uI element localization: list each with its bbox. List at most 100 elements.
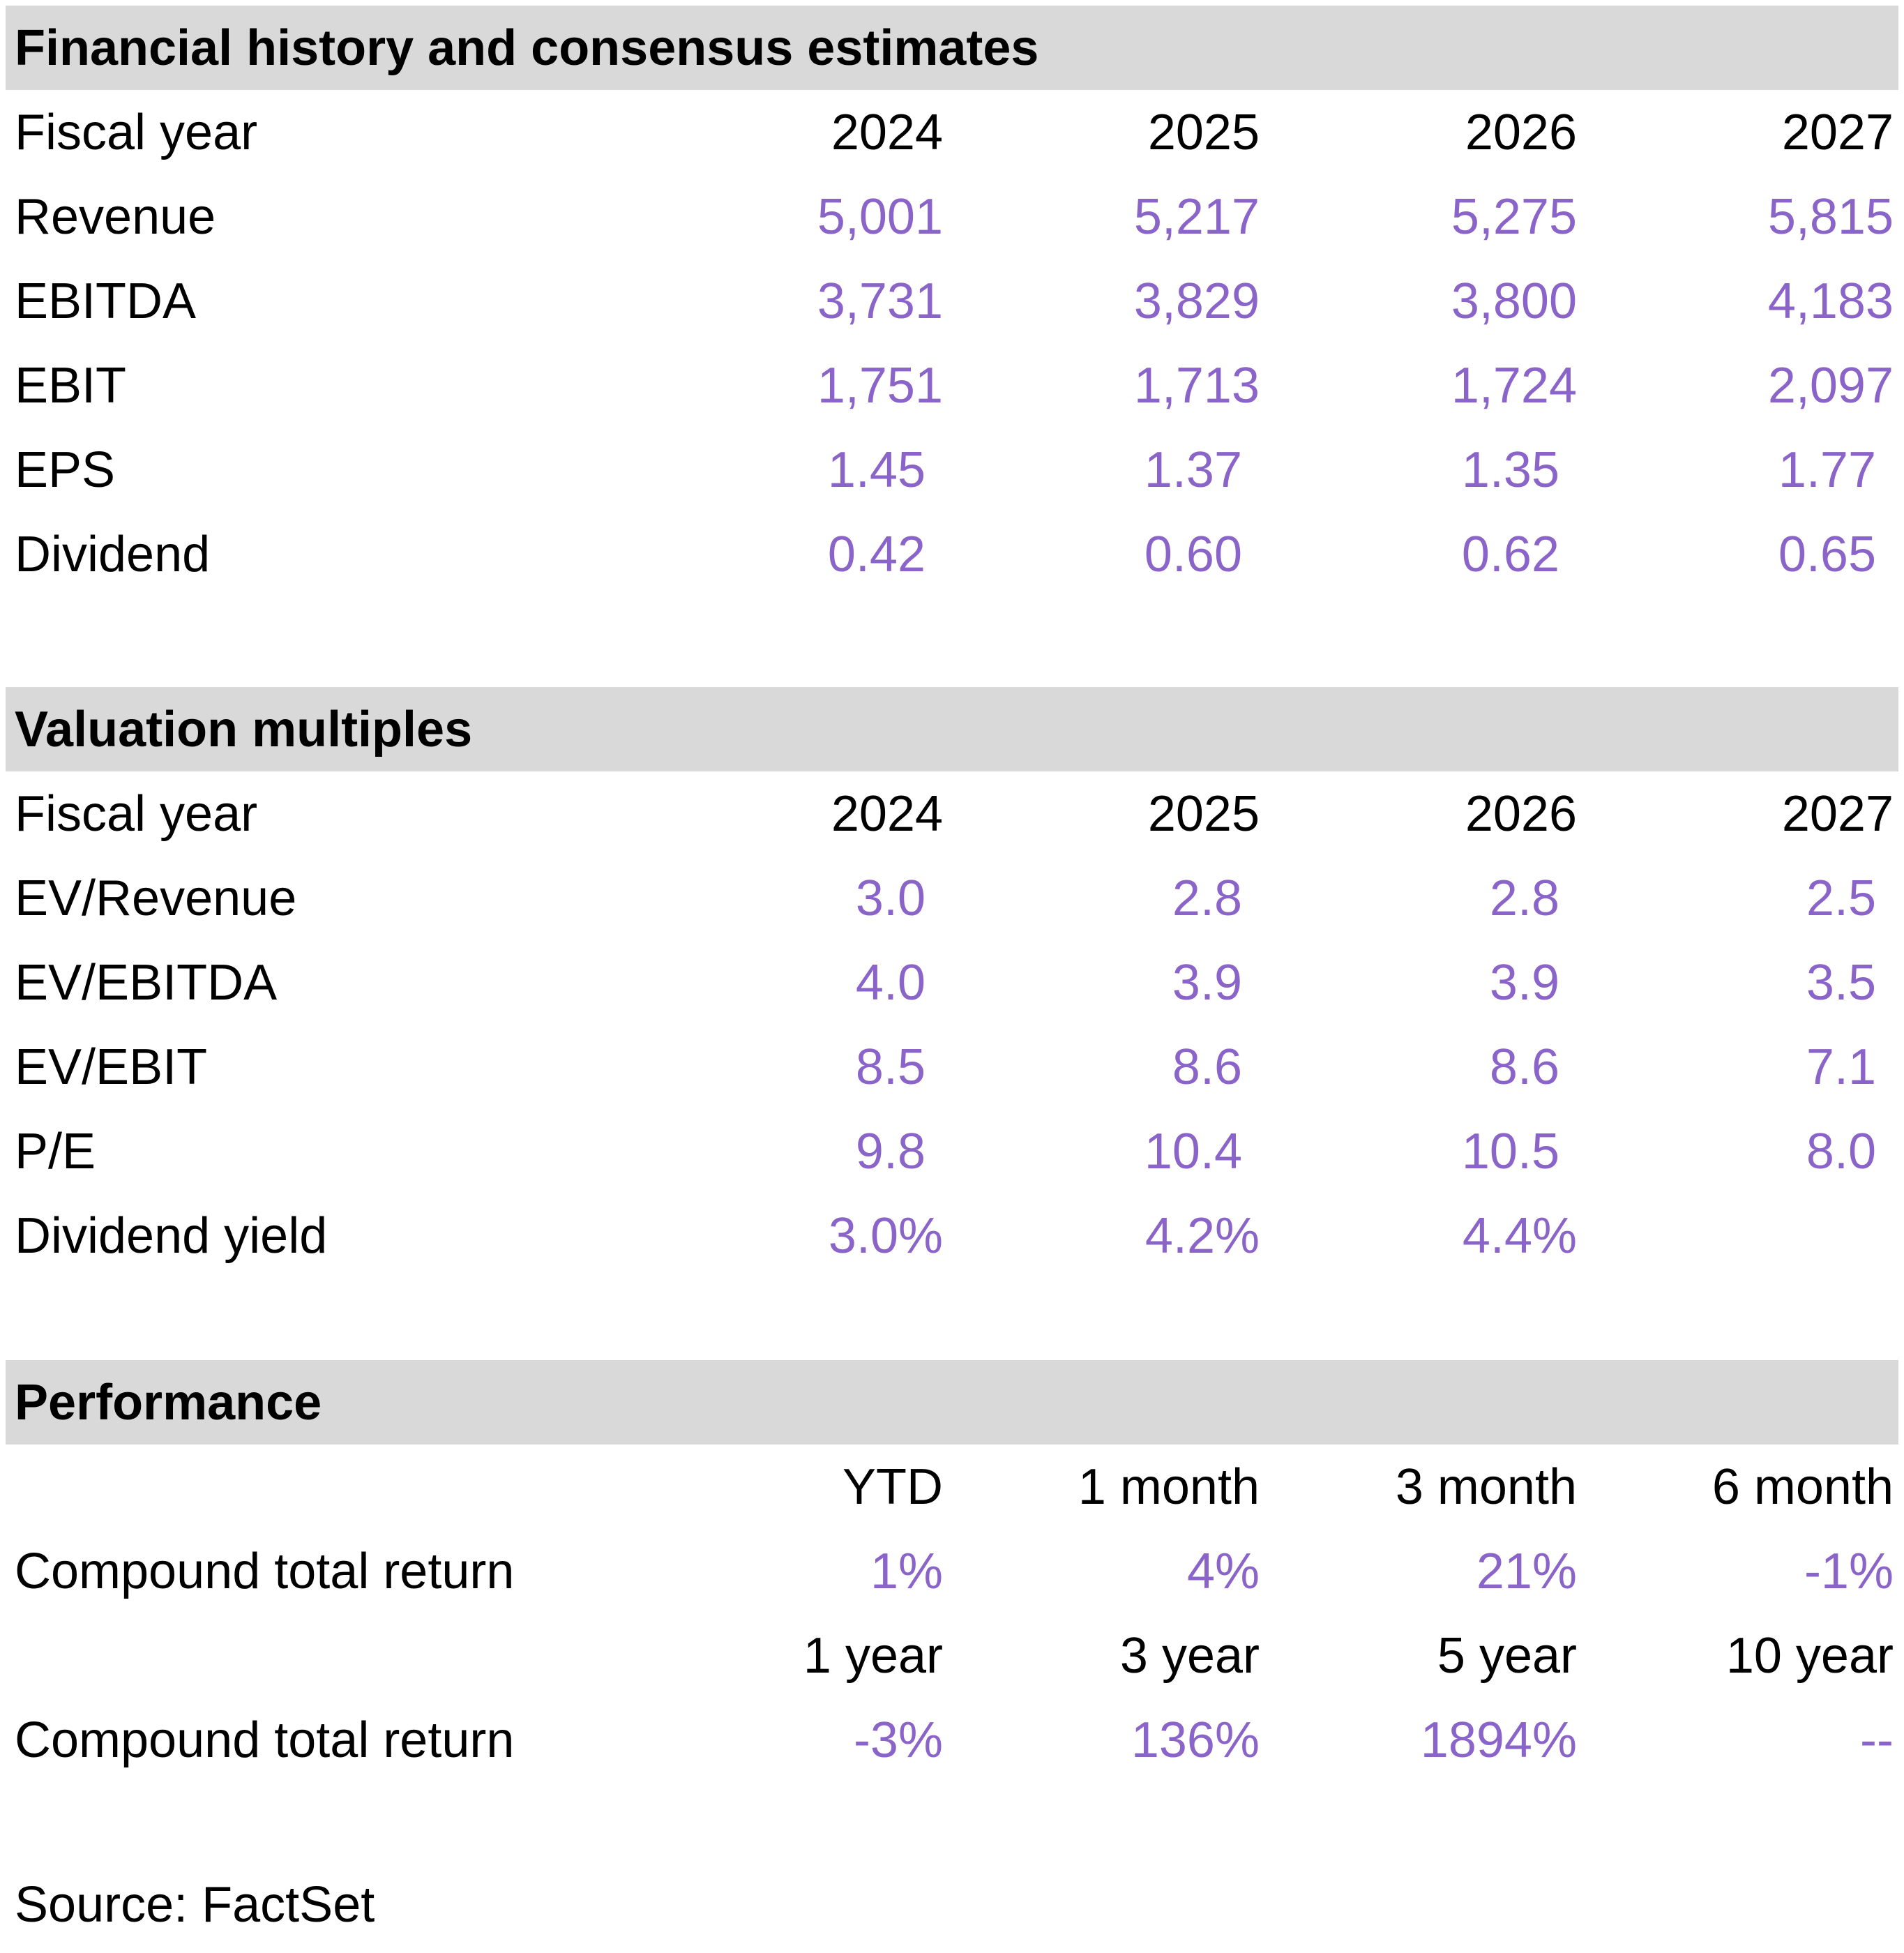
value-cell: 3.9 <box>1172 954 1242 1011</box>
table-row: Revenue 5,001 5,217 5,275 5,815 <box>6 174 1898 259</box>
section-title: Performance <box>6 1360 1898 1445</box>
table-header-row: Fiscal year 2024 2025 2026 2027 <box>6 90 1898 174</box>
table-row: EV/Revenue 3.0 2.8 2.8 2.5 <box>6 856 1898 940</box>
value-cell: 136% <box>1131 1712 1260 1768</box>
value-cell: -- <box>1860 1712 1894 1768</box>
value-cell: 1% <box>870 1543 943 1599</box>
value-cell: 10.5 <box>1461 1123 1559 1179</box>
table-row: EBIT 1,751 1,713 1,724 2,097 <box>6 343 1898 428</box>
valuation-multiples-section: Valuation multiples Fiscal year 2024 202… <box>6 687 1898 1278</box>
value-cell: 2,097 <box>1767 357 1894 414</box>
value-cell: 1.37 <box>1144 442 1242 498</box>
row-label: EBIT <box>15 357 127 414</box>
value-cell: 0.42 <box>827 526 925 582</box>
table-header-row: Fiscal year 2024 2025 2026 2027 <box>6 771 1898 856</box>
value-cell: 3,731 <box>817 273 943 329</box>
value-cell: 3.5 <box>1806 954 1876 1011</box>
value-cell: 8.6 <box>1172 1039 1242 1095</box>
row-label: EPS <box>15 442 116 498</box>
value-cell: 3.9 <box>1489 954 1559 1011</box>
value-cell: 4.4% <box>1462 1207 1577 1264</box>
table-row: Dividend 0.42 0.60 0.62 0.65 <box>6 512 1898 596</box>
value-cell: 10.4 <box>1144 1123 1242 1179</box>
row-label: EV/EBITDA <box>15 954 278 1011</box>
column-header: 2026 <box>1465 104 1577 160</box>
value-cell: 5,815 <box>1767 188 1894 245</box>
value-cell: 0.62 <box>1461 526 1559 582</box>
table-row: Compound total return -3% 136% 1894% -- <box>6 1698 1898 1782</box>
value-cell: 2.5 <box>1806 870 1876 926</box>
column-header: 1 year <box>803 1627 943 1684</box>
value-cell: 3,829 <box>1133 273 1260 329</box>
value-cell: 1.77 <box>1778 442 1876 498</box>
performance-section: Performance YTD 1 month 3 month 6 month … <box>6 1360 1898 1782</box>
value-cell: 3.0% <box>828 1207 943 1264</box>
value-cell: 0.65 <box>1778 526 1876 582</box>
value-cell: 1.45 <box>827 442 925 498</box>
table-row: Compound total return 1% 4% 21% -1% <box>6 1529 1898 1613</box>
row-label: EV/EBIT <box>15 1039 208 1095</box>
table-row: EPS 1.45 1.37 1.35 1.77 <box>6 428 1898 512</box>
value-cell: 4,183 <box>1767 273 1894 329</box>
column-header: 5 year <box>1437 1627 1577 1684</box>
row-label: Fiscal year <box>15 785 258 842</box>
column-header: 2024 <box>831 785 943 842</box>
value-cell: 1,713 <box>1133 357 1260 414</box>
column-header: 2026 <box>1465 785 1577 842</box>
value-cell: 1,724 <box>1451 357 1577 414</box>
table-row: Dividend yield 3.0% 4.2% 4.4% <box>6 1193 1898 1278</box>
value-cell: 8.6 <box>1489 1039 1559 1095</box>
value-cell: 5,001 <box>817 188 943 245</box>
value-cell: 1894% <box>1420 1712 1577 1768</box>
column-header: 10 year <box>1725 1627 1894 1684</box>
row-label: Dividend yield <box>15 1207 328 1264</box>
row-label: Revenue <box>15 188 216 245</box>
table-row: P/E 9.8 10.4 10.5 8.0 <box>6 1109 1898 1193</box>
value-cell: 1.35 <box>1461 442 1559 498</box>
column-header: 2025 <box>1147 104 1260 160</box>
value-cell: 7.1 <box>1806 1039 1876 1095</box>
value-cell: 3.0 <box>855 870 925 926</box>
value-cell: 2.8 <box>1172 870 1242 926</box>
section-title: Financial history and consensus estimate… <box>6 6 1898 90</box>
column-header: 2027 <box>1781 785 1894 842</box>
value-cell: 3,800 <box>1451 273 1577 329</box>
value-cell: 21% <box>1476 1543 1577 1599</box>
table-header-row: 1 year 3 year 5 year 10 year <box>6 1613 1898 1698</box>
value-cell: 4.2% <box>1144 1207 1260 1264</box>
row-label: Compound total return <box>15 1543 515 1599</box>
financial-history-section: Financial history and consensus estimate… <box>6 6 1898 596</box>
table-row: EBITDA 3,731 3,829 3,800 4,183 <box>6 259 1898 343</box>
value-cell: 8.5 <box>855 1039 925 1095</box>
column-header: 2024 <box>831 104 943 160</box>
column-header: 3 month <box>1395 1458 1577 1515</box>
column-header: 2025 <box>1147 785 1260 842</box>
row-label: Compound total return <box>15 1712 515 1768</box>
value-cell: 5,275 <box>1451 188 1577 245</box>
section-title: Valuation multiples <box>6 687 1898 771</box>
value-cell: -3% <box>853 1712 943 1768</box>
value-cell: 9.8 <box>855 1123 925 1179</box>
table-row: EV/EBITDA 4.0 3.9 3.9 3.5 <box>6 940 1898 1025</box>
value-cell: 4.0 <box>855 954 925 1011</box>
column-header: 2027 <box>1781 104 1894 160</box>
table-header-row: YTD 1 month 3 month 6 month <box>6 1445 1898 1529</box>
row-label: EBITDA <box>15 273 197 329</box>
value-cell: 0.60 <box>1144 526 1242 582</box>
source-note: Source: FactSet <box>15 1877 375 1933</box>
row-label: EV/Revenue <box>15 870 297 926</box>
value-cell: 4% <box>1186 1543 1260 1599</box>
value-cell: 8.0 <box>1806 1123 1876 1179</box>
row-label: Fiscal year <box>15 104 258 160</box>
value-cell: 5,217 <box>1133 188 1260 245</box>
column-header: 3 year <box>1119 1627 1260 1684</box>
value-cell: -1% <box>1804 1543 1894 1599</box>
row-label: Dividend <box>15 526 211 582</box>
column-header: YTD <box>843 1458 943 1515</box>
column-header: 6 month <box>1712 1458 1894 1515</box>
row-label: P/E <box>15 1123 96 1179</box>
table-row: EV/EBIT 8.5 8.6 8.6 7.1 <box>6 1025 1898 1109</box>
column-header: 1 month <box>1078 1458 1260 1515</box>
value-cell: 1,751 <box>817 357 943 414</box>
value-cell: 2.8 <box>1489 870 1559 926</box>
